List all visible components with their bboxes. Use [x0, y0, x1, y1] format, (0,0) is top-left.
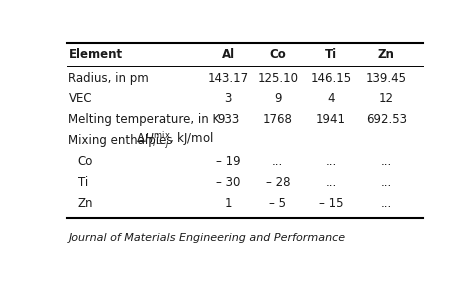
- Text: – 30: – 30: [216, 176, 240, 189]
- Text: VEC: VEC: [68, 92, 92, 105]
- Text: 146.15: 146.15: [310, 72, 352, 85]
- Text: 3: 3: [225, 92, 232, 105]
- Text: – 19: – 19: [216, 155, 240, 168]
- Text: ...: ...: [272, 155, 283, 168]
- Text: 4: 4: [328, 92, 335, 105]
- Text: Ti: Ti: [78, 176, 88, 189]
- Text: 1941: 1941: [316, 113, 346, 126]
- Text: Element: Element: [68, 48, 123, 61]
- Text: Mixing enthalpies: Mixing enthalpies: [68, 134, 177, 147]
- Text: Journal of Materials Engineering and Performance: Journal of Materials Engineering and Per…: [68, 233, 346, 243]
- Text: ...: ...: [381, 176, 392, 189]
- Text: 1768: 1768: [263, 113, 293, 126]
- Text: 12: 12: [379, 92, 394, 105]
- Text: Zn: Zn: [78, 197, 93, 210]
- Text: ...: ...: [381, 197, 392, 210]
- Text: Ti: Ti: [325, 48, 337, 61]
- Text: 125.10: 125.10: [257, 72, 298, 85]
- Text: 933: 933: [217, 113, 239, 126]
- Text: Al: Al: [222, 48, 235, 61]
- Text: 692.53: 692.53: [366, 113, 407, 126]
- Text: – 5: – 5: [269, 197, 286, 210]
- Text: ...: ...: [326, 155, 337, 168]
- Text: – 28: – 28: [265, 176, 290, 189]
- Text: – 15: – 15: [319, 197, 343, 210]
- Text: ...: ...: [326, 176, 337, 189]
- Text: 1: 1: [225, 197, 232, 210]
- Text: 143.17: 143.17: [208, 72, 249, 85]
- Text: 139.45: 139.45: [366, 72, 407, 85]
- Text: Radius, in pm: Radius, in pm: [68, 72, 149, 85]
- Text: Co: Co: [78, 155, 93, 168]
- Text: 9: 9: [274, 92, 282, 105]
- Text: Co: Co: [269, 48, 286, 61]
- Text: Melting temperature, in K: Melting temperature, in K: [68, 113, 220, 126]
- Text: $\Delta H_{i-j}^{\mathrm{mix}}$, kJ/mol: $\Delta H_{i-j}^{\mathrm{mix}}$, kJ/mol: [137, 130, 214, 151]
- Text: Zn: Zn: [378, 48, 395, 61]
- Text: ...: ...: [381, 155, 392, 168]
